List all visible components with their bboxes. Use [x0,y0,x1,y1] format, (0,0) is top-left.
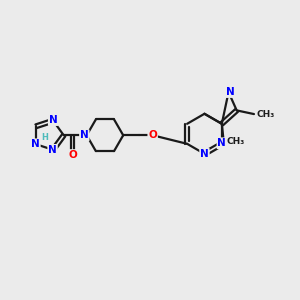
Text: N: N [48,145,57,155]
Text: N: N [49,115,58,125]
Text: CH₃: CH₃ [226,137,244,146]
Text: CH₃: CH₃ [256,110,274,118]
Text: N: N [80,130,89,140]
Text: H: H [41,133,48,142]
Text: O: O [148,130,157,140]
Text: N: N [31,139,40,149]
Text: O: O [68,150,77,160]
Text: N: N [226,87,234,97]
Text: N: N [218,138,226,148]
Text: N: N [200,149,209,159]
